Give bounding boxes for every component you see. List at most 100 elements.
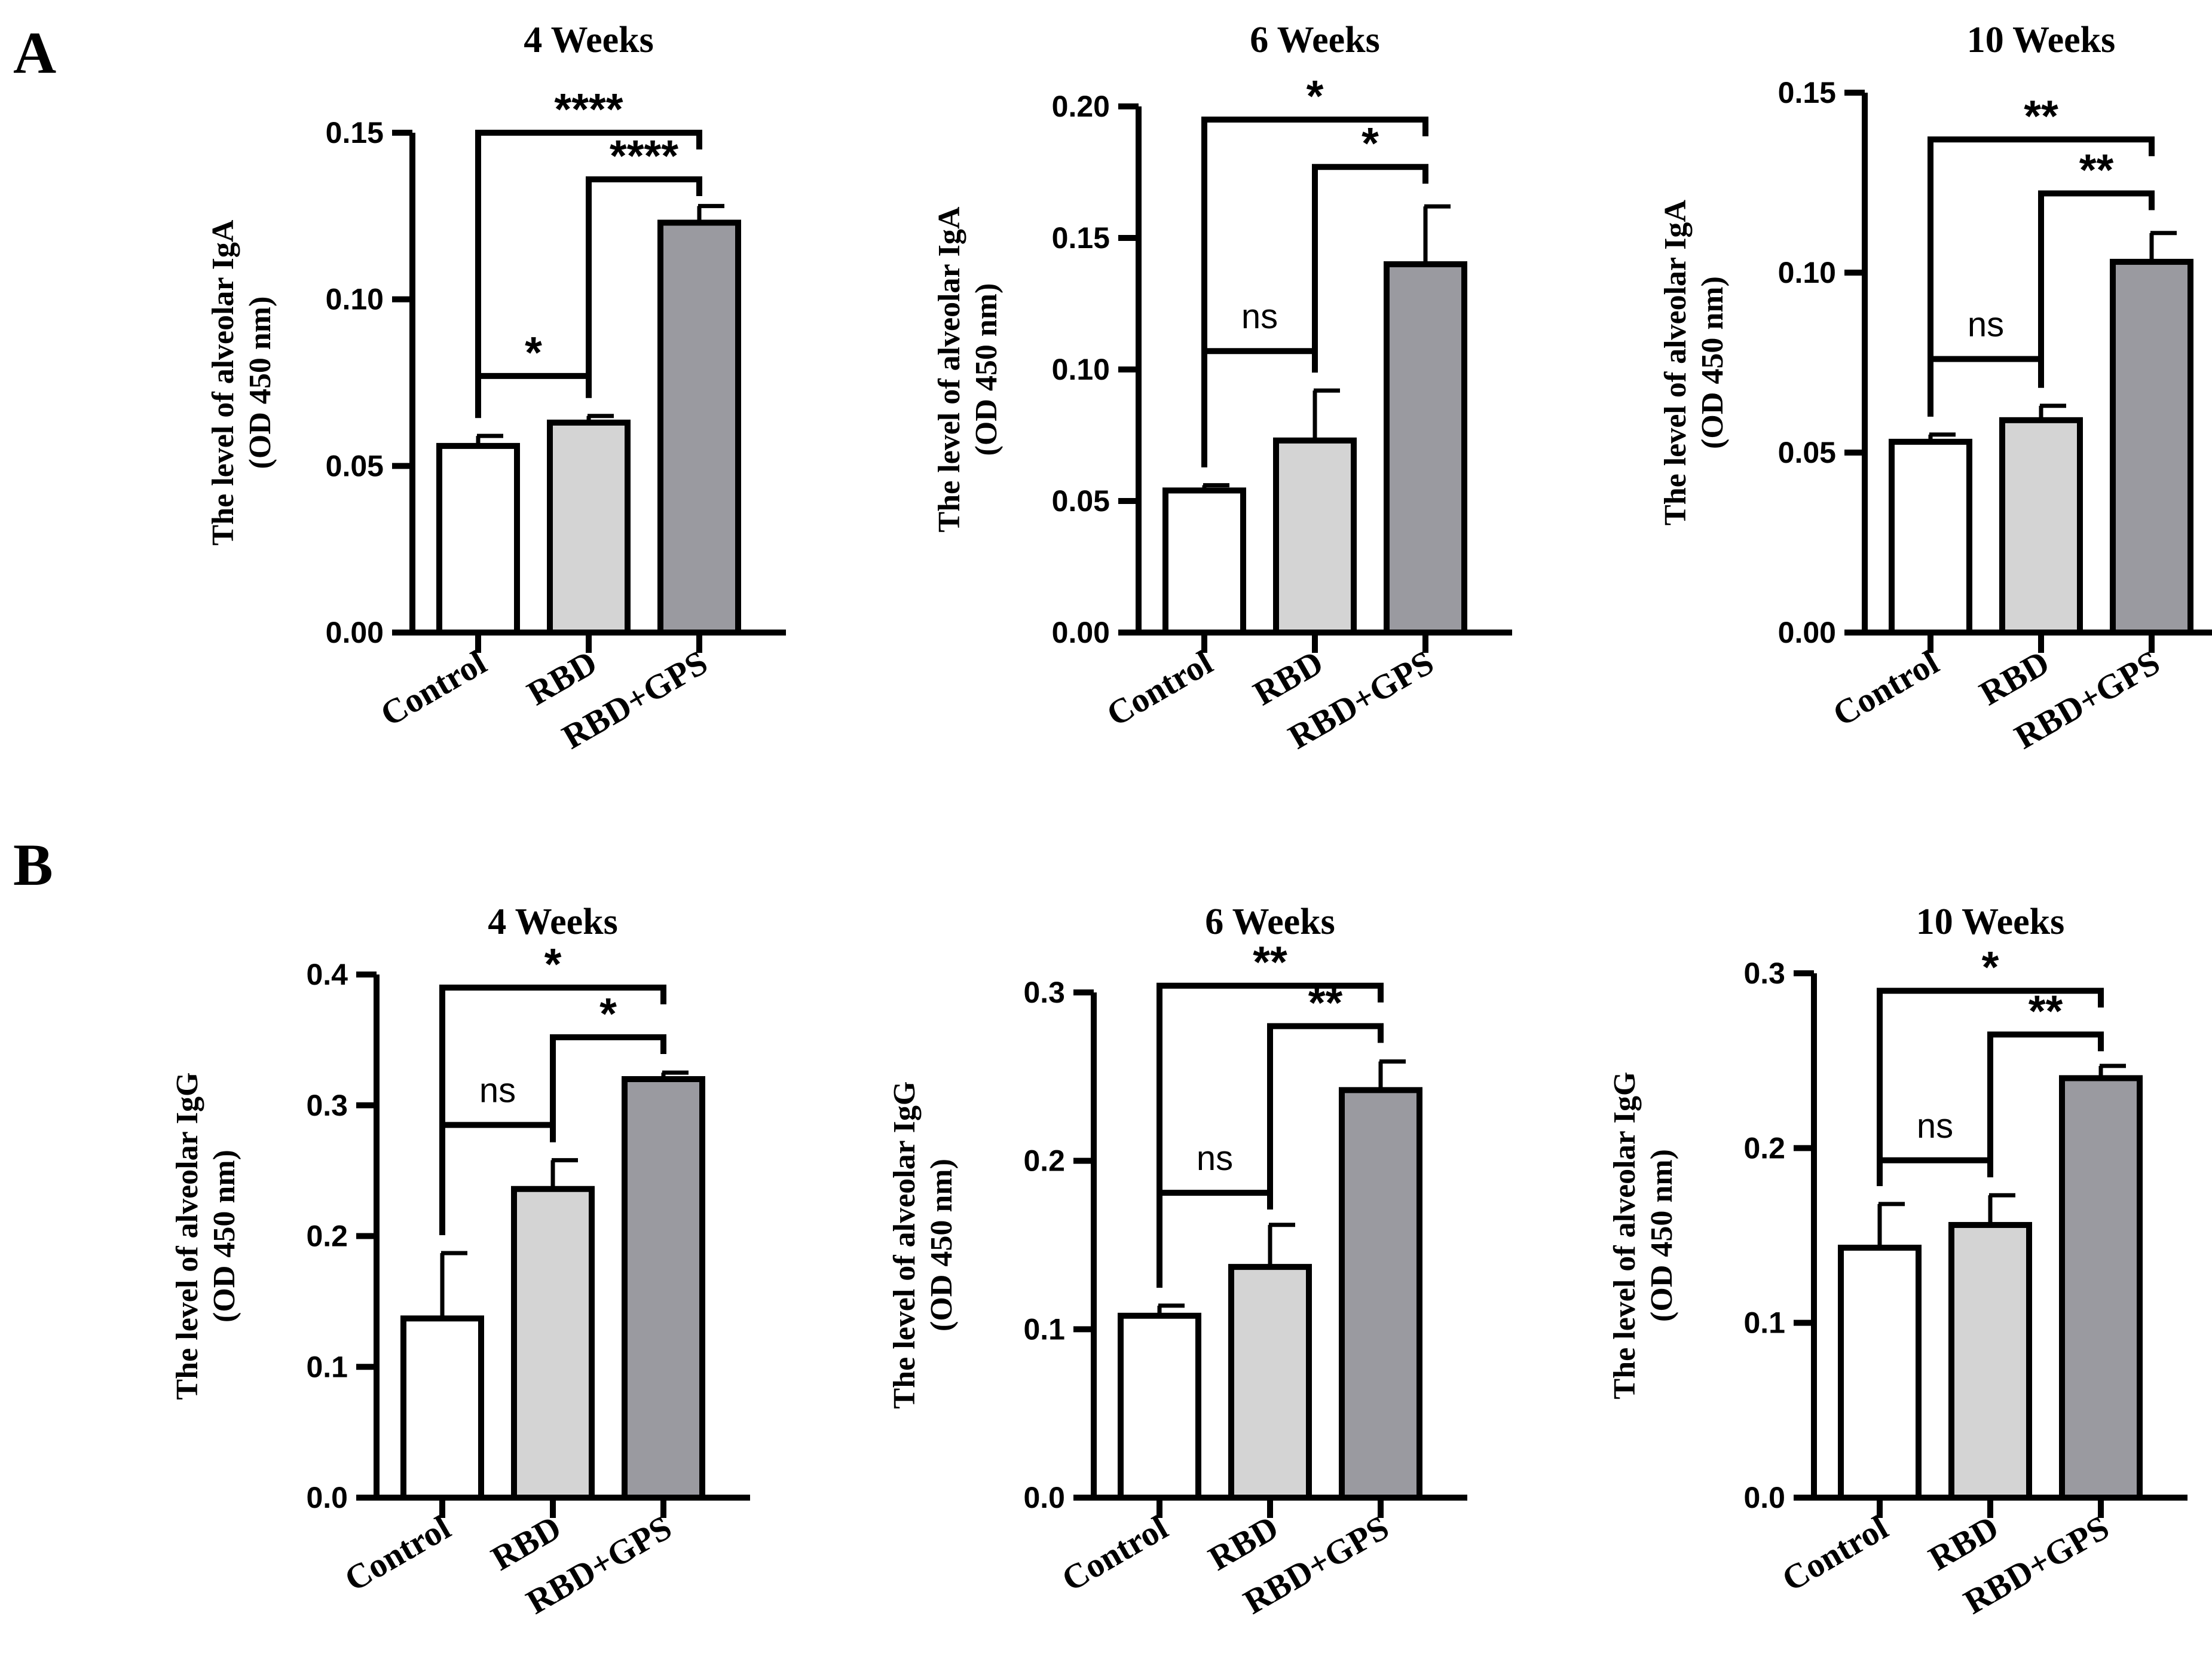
chart-1-sig-bracket <box>475 372 592 418</box>
chart-1: 4 Weeks The level of alveolar IgA (OD 450 … <box>206 20 786 756</box>
chart-1-title: 4 Weeks <box>524 20 654 60</box>
chart-5-ytick-label: 0.3 <box>1023 976 1065 1009</box>
chart-4: 4 Weeks The level of alveolar IgG (OD 450 … <box>170 902 750 1621</box>
chart-5-bar-control <box>1118 1312 1201 1501</box>
chart-3-sig-label: ns <box>1968 305 2004 344</box>
chart-5-category-label: Control <box>1055 1508 1174 1599</box>
chart-3: 10 Weeks The level of alveolar IgA (OD 450… <box>1659 20 2212 756</box>
chart-4-sig-label: ns <box>479 1071 516 1110</box>
chart-5-ylabel-line1: The level of alveolar IgG <box>888 1082 922 1409</box>
chart-1-ylabel-line2: (OD 450 nm) <box>243 297 277 469</box>
chart-2-bar-rbd <box>1273 437 1357 636</box>
chart-6-title: 10 Weeks <box>1916 902 2065 942</box>
chart-6-ytick-label: 0.2 <box>1743 1131 1785 1165</box>
chart-6-ylabel-line2: (OD 450 nm) <box>1645 1149 1679 1322</box>
chart-5-sig-label: ns <box>1197 1139 1233 1178</box>
chart-6-sig-bracket <box>1987 1031 2104 1178</box>
chart-6-sig-label: * <box>1982 942 1999 992</box>
chart-4-category-label: Control <box>338 1508 457 1599</box>
chart-2: 6 Weeks The level of alveolar IgA (OD 450 … <box>932 20 1512 756</box>
chart-4-bar-rbd <box>511 1186 595 1501</box>
chart-3-ytick-label: 0.15 <box>1778 76 1836 109</box>
chart-2-sig-label: * <box>1362 118 1379 168</box>
chart-3-ytick-label: 0.10 <box>1778 256 1836 289</box>
chart-1-ylabel-line1: The level of alveolar IgA <box>206 219 240 545</box>
chart-6-sig-label: ** <box>2029 986 2063 1035</box>
chart-2-bar-rbd-gps <box>1384 261 1467 636</box>
chart-4-sig-label: * <box>599 989 617 1038</box>
chart-5-ytick-label: 0.2 <box>1023 1144 1065 1178</box>
chart-3-sig-label: ** <box>2079 145 2114 195</box>
chart-1-bar-rbd <box>547 419 631 636</box>
chart-5: 6 Weeks The level of alveolar IgG (OD 450 … <box>888 902 1467 1621</box>
chart-3-title: 10 Weeks <box>1967 20 2116 60</box>
chart-2-ylabel-line1: The level of alveolar IgA <box>932 206 966 532</box>
chart-3-bar-rbd-gps <box>2110 258 2193 636</box>
chart-2-ylabel-line2: (OD 450 nm) <box>969 283 1003 456</box>
chart-3-bar-rbd <box>1999 417 2083 636</box>
panel-letter-b: B <box>13 832 53 898</box>
chart-2-sig-bracket <box>1312 164 1428 373</box>
chart-1-bar-control <box>436 442 520 636</box>
chart-2-ytick-label: 0.00 <box>1052 616 1110 649</box>
chart-1-ytick-label: 0.00 <box>326 616 384 649</box>
chart-5-ylabel-line2: (OD 450 nm) <box>925 1159 959 1331</box>
chart-3-ylabel-line1: The level of alveolar IgA <box>1659 200 1693 526</box>
chart-2-category-label: Control <box>1100 643 1219 734</box>
chart-6-ytick-label: 0.0 <box>1743 1481 1785 1514</box>
chart-5-bar-rbd <box>1228 1264 1312 1501</box>
chart-6-ytick-label: 0.3 <box>1743 957 1785 990</box>
chart-6-ylabel-line1: The level of alveolar IgG <box>1608 1072 1642 1400</box>
chart-5-sig-bracket <box>1157 982 1384 1288</box>
chart-3-bar-control <box>1889 438 1972 636</box>
chart-6-bar-rbd <box>1948 1221 2032 1501</box>
chart-4-ytick-label: 0.1 <box>306 1350 348 1383</box>
chart-6-sig-label: ns <box>1917 1107 1953 1145</box>
chart-4-bar-control <box>400 1315 484 1501</box>
chart-6-bar-rbd-gps <box>2059 1075 2143 1501</box>
chart-1-sig-label: * <box>525 328 542 377</box>
chart-4-ytick-label: 0.0 <box>306 1481 348 1514</box>
chart-4-ytick-label: 0.2 <box>306 1220 348 1253</box>
chart-4-sig-bracket <box>550 1034 666 1142</box>
chart-4-title: 4 Weeks <box>488 902 618 942</box>
chart-3-sig-bracket <box>1928 356 2044 417</box>
chart-6-sig-bracket <box>1877 1157 1993 1186</box>
chart-2-ytick-label: 0.20 <box>1052 90 1110 123</box>
chart-3-ytick-label: 0.00 <box>1778 616 1836 649</box>
chart-5-sig-label: ** <box>1253 937 1287 987</box>
chart-1-bar-rbd-gps <box>657 219 741 636</box>
chart-2-sig-bracket <box>1201 117 1428 468</box>
chart-4-ytick-label: 0.4 <box>306 958 348 991</box>
chart-4-ylabel-line1: The level of alveolar IgG <box>170 1073 204 1400</box>
chart-1-sig-bracket <box>475 130 702 418</box>
chart-4-ytick-label: 0.3 <box>306 1089 348 1122</box>
chart-1-ytick-label: 0.10 <box>326 283 384 316</box>
chart-5-bar-rbd-gps <box>1339 1087 1422 1501</box>
chart-6-ytick-label: 0.1 <box>1743 1306 1785 1340</box>
chart-2-ytick-label: 0.05 <box>1052 484 1110 518</box>
chart-5-title: 6 Weeks <box>1205 902 1335 942</box>
chart-5-sig-bracket <box>1267 1023 1384 1207</box>
chart-1-ytick-label: 0.05 <box>326 449 384 482</box>
chart-6-category-label: Control <box>1775 1508 1894 1599</box>
chart-2-title: 6 Weeks <box>1250 20 1380 60</box>
chart-3-sig-bracket <box>2038 190 2155 388</box>
chart-2-sig-label: * <box>1307 71 1324 121</box>
chart-5-ytick-label: 0.0 <box>1023 1481 1065 1514</box>
chart-2-ytick-label: 0.10 <box>1052 353 1110 386</box>
chart-1-ytick-label: 0.15 <box>326 116 384 149</box>
chart-4-sig-bracket <box>439 984 666 1235</box>
chart-1-category-label: Control <box>374 643 492 734</box>
chart-4-bar-rbd-gps <box>622 1076 705 1501</box>
chart-2-bar-control <box>1162 487 1246 636</box>
chart-6: 10 Weeks The level of alveolar IgG (OD 450… <box>1608 902 2187 1621</box>
chart-1-sig-bracket <box>586 176 702 398</box>
chart-6-sig-bracket <box>1877 988 2104 1186</box>
chart-3-ylabel-line2: (OD 450 nm) <box>1696 276 1730 449</box>
chart-4-ylabel-line2: (OD 450 nm) <box>207 1150 241 1322</box>
chart-2-sig-label: ns <box>1241 297 1278 336</box>
chart-3-ytick-label: 0.05 <box>1778 436 1836 469</box>
